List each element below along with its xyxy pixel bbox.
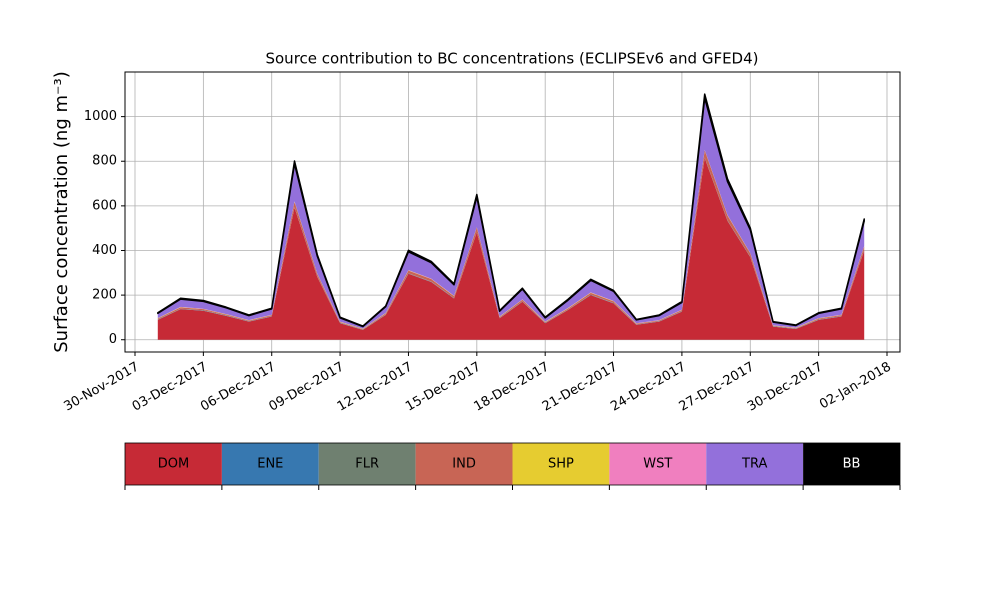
legend-label: FLR: [355, 457, 379, 472]
y-tick-label: 600: [92, 198, 117, 213]
y-tick-label: 1000: [84, 109, 117, 124]
legend-swatch: [706, 443, 804, 485]
legend-swatch: [803, 443, 900, 485]
y-tick-label: 400: [92, 243, 117, 258]
legend-label: BB: [843, 457, 861, 472]
plot-frame: [124, 71, 901, 353]
legend-label: WST: [643, 457, 672, 472]
area: [157, 93, 865, 328]
legend-label: SHP: [548, 457, 574, 472]
area: [157, 98, 865, 329]
legend-swatch: [318, 443, 416, 485]
legend-label: TRA: [741, 457, 767, 472]
y-axis-label: Surface concentration (ng m⁻³): [51, 71, 72, 353]
areas: [157, 93, 865, 340]
legend-swatch: [609, 443, 707, 485]
legend: DOM ENE FLR IND SHP WST TRA BB: [124, 442, 901, 490]
y-tick-label: 800: [92, 154, 117, 169]
legend-label: ENE: [257, 457, 283, 472]
area: [157, 158, 865, 340]
legend-swatch: [512, 443, 610, 485]
y-tick-label: 200: [92, 288, 117, 303]
legend-swatch: [221, 443, 319, 485]
legend-swatch: [415, 443, 513, 485]
chart-title: Source contribution to BC concentrations…: [265, 50, 758, 68]
legend-label: DOM: [158, 457, 189, 472]
y-tick-label: 0: [109, 332, 117, 347]
legend-label: IND: [452, 457, 476, 472]
legend-swatch: [125, 443, 222, 485]
